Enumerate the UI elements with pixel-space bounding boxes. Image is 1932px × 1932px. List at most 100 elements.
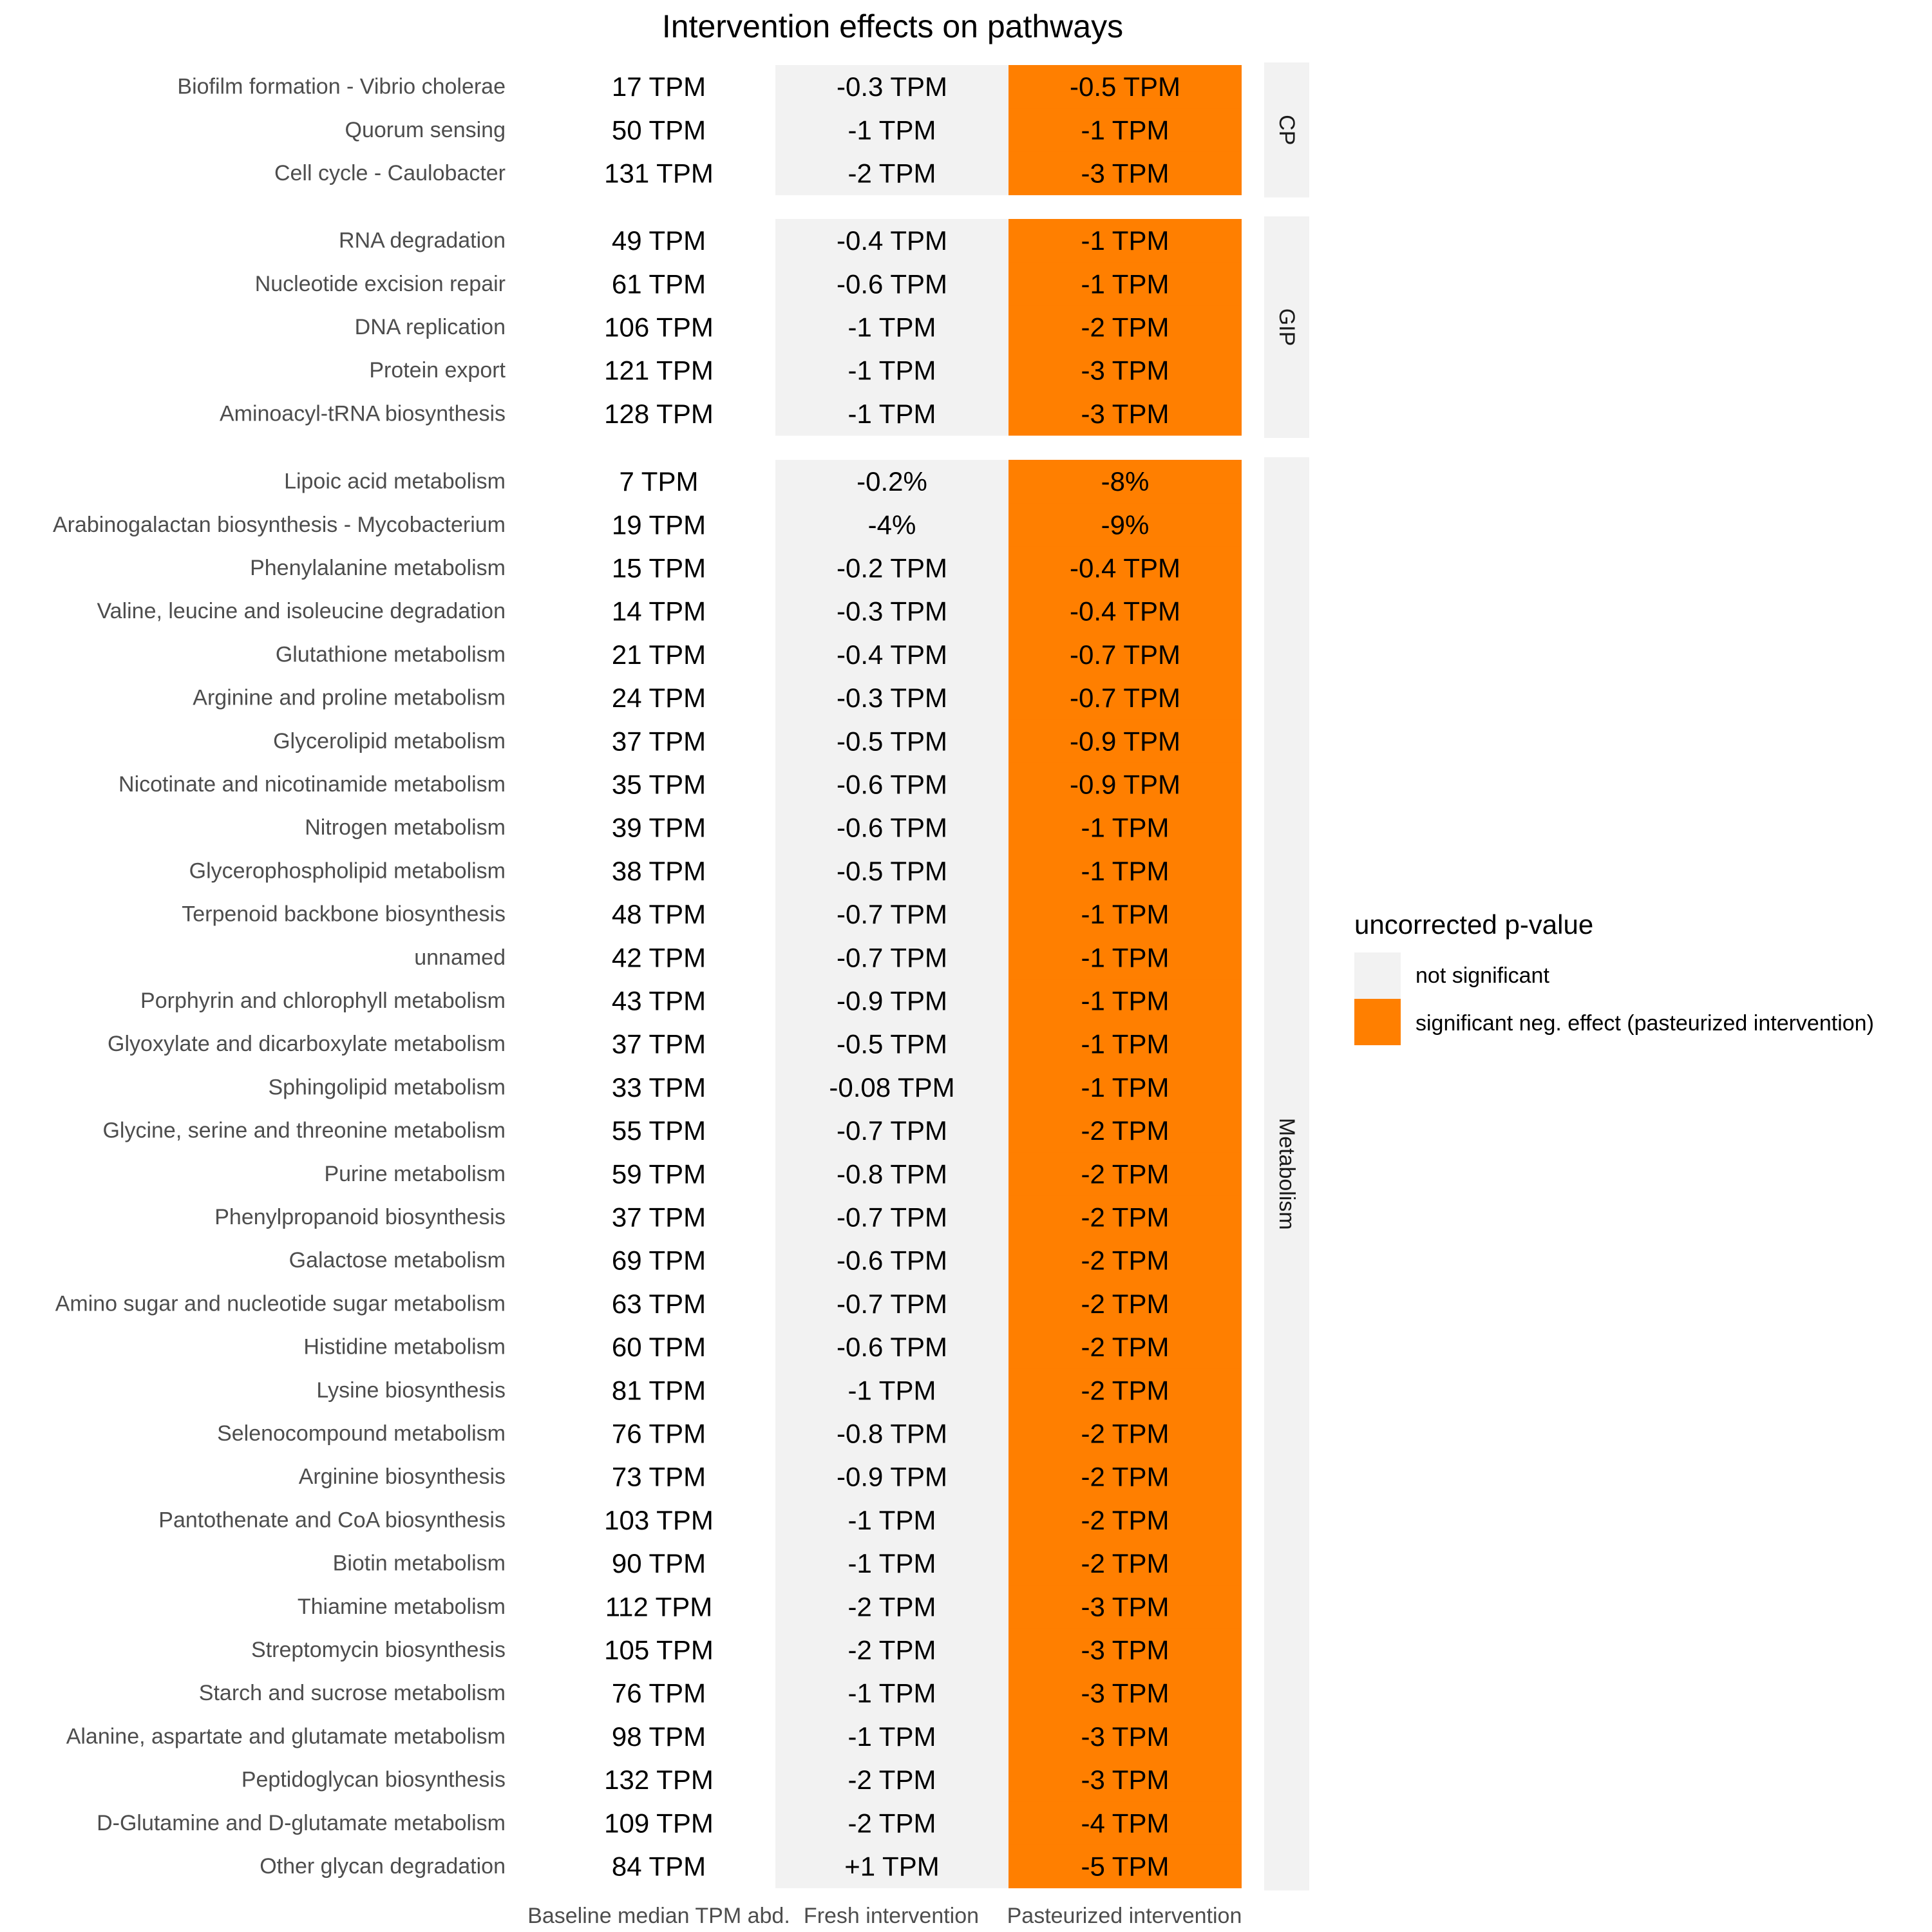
tile-pasteurized [1009, 979, 1242, 1023]
cell-fresh: -2 TPM [848, 1591, 936, 1622]
cell-pasteurized: -2 TPM [1081, 1419, 1170, 1449]
row-label: Streptomycin biosynthesis [251, 1638, 506, 1662]
row-label: Terpenoid backbone biosynthesis [182, 902, 506, 927]
row-label: Protein export [369, 358, 506, 383]
cell-baseline: 76 TPM [612, 1678, 706, 1709]
tile-fresh [775, 392, 1009, 436]
cell-fresh: -2 TPM [848, 1765, 936, 1795]
tile-pasteurized [1009, 1628, 1242, 1672]
tile-pasteurized [1009, 546, 1242, 591]
tile-pasteurized [1009, 676, 1242, 720]
row-label: Nucleotide excision repair [255, 272, 506, 296]
cell-baseline: 35 TPM [612, 770, 706, 800]
tile-fresh [775, 348, 1009, 393]
tile-fresh [775, 762, 1009, 807]
cell-baseline: 121 TPM [604, 355, 714, 386]
cell-pasteurized: -0.9 TPM [1070, 770, 1180, 800]
cell-baseline: 37 TPM [612, 1202, 706, 1233]
cell-baseline: 48 TPM [612, 899, 706, 929]
column-label-pasteurized: Pasteurized intervention [1007, 1904, 1242, 1928]
tile-fresh [775, 1412, 1009, 1456]
tile-fresh [775, 151, 1009, 196]
cell-pasteurized: -3 TPM [1081, 355, 1170, 386]
cell-fresh: -0.2% [857, 466, 927, 497]
cell-fresh: -0.6 TPM [837, 269, 947, 299]
tile-pasteurized [1009, 849, 1242, 893]
cell-baseline: 50 TPM [612, 115, 706, 145]
tile-pasteurized [1009, 1671, 1242, 1716]
cell-pasteurized: -1 TPM [1081, 899, 1170, 929]
cell-baseline: 33 TPM [612, 1072, 706, 1103]
tile-fresh [775, 1542, 1009, 1586]
column-label-baseline: Baseline median TPM abd. [527, 1904, 790, 1928]
cell-pasteurized: -2 TPM [1081, 1332, 1170, 1362]
cell-fresh: -0.5 TPM [837, 856, 947, 886]
cell-baseline: 61 TPM [612, 269, 706, 299]
tile-pasteurized [1009, 305, 1242, 350]
tile-pasteurized [1009, 460, 1242, 504]
row-label: Nitrogen metabolism [305, 815, 506, 840]
tile-fresh [775, 1455, 1009, 1499]
tile-fresh [775, 262, 1009, 306]
row-label: Phenylpropanoid biosynthesis [214, 1205, 506, 1229]
facet-strip-cp [1264, 62, 1309, 198]
cell-baseline: 55 TPM [612, 1115, 706, 1146]
tile-pasteurized [1009, 936, 1242, 980]
tile-fresh [775, 1585, 1009, 1629]
tile-pasteurized [1009, 1325, 1242, 1369]
chart-title: Intervention effects on pathways [662, 8, 1123, 44]
tile-fresh [775, 719, 1009, 763]
tile-pasteurized [1009, 348, 1242, 393]
legend-title: uncorrected p-value [1354, 909, 1593, 940]
cell-baseline: 81 TPM [612, 1375, 706, 1405]
cell-fresh: +1 TPM [844, 1852, 939, 1882]
cell-pasteurized: -3 TPM [1081, 1591, 1170, 1622]
cell-pasteurized: -0.7 TPM [1070, 683, 1180, 713]
cell-pasteurized: -3 TPM [1081, 1721, 1170, 1752]
cell-baseline: 21 TPM [612, 639, 706, 670]
cell-baseline: 132 TPM [604, 1765, 714, 1795]
cell-fresh: -0.6 TPM [837, 770, 947, 800]
cell-fresh: -0.6 TPM [837, 1245, 947, 1276]
row-label: unnamed [414, 945, 506, 970]
tile-fresh [775, 979, 1009, 1023]
cell-pasteurized: -1 TPM [1081, 986, 1170, 1016]
cell-pasteurized: -1 TPM [1081, 1072, 1170, 1103]
cell-pasteurized: -3 TPM [1081, 1635, 1170, 1665]
cell-baseline: 103 TPM [604, 1505, 714, 1535]
cell-fresh: -1 TPM [848, 1548, 936, 1578]
cell-pasteurized: -0.9 TPM [1070, 726, 1180, 756]
cell-pasteurized: -1 TPM [1081, 225, 1170, 256]
cell-fresh: -2 TPM [848, 1808, 936, 1838]
tile-pasteurized [1009, 1282, 1242, 1326]
tile-pasteurized [1009, 1585, 1242, 1629]
tile-fresh [775, 936, 1009, 980]
tile-fresh [775, 1628, 1009, 1672]
tile-pasteurized [1009, 806, 1242, 850]
row-label: Arabinogalactan biosynthesis - Mycobacte… [53, 513, 506, 537]
cell-baseline: 39 TPM [612, 813, 706, 843]
cell-baseline: 106 TPM [604, 312, 714, 343]
cell-baseline: 49 TPM [612, 225, 706, 256]
cell-baseline: 42 TPM [612, 942, 706, 972]
cell-pasteurized: -1 TPM [1081, 942, 1170, 972]
tile-fresh [775, 219, 1009, 263]
cell-fresh: -1 TPM [848, 1505, 936, 1535]
tile-fresh [775, 1109, 1009, 1153]
cell-pasteurized: -2 TPM [1081, 1202, 1170, 1233]
facet-strip-gip [1264, 216, 1309, 438]
row-label: RNA degradation [339, 229, 506, 253]
cell-fresh: -0.4 TPM [837, 639, 947, 670]
row-label: Glutathione metabolism [276, 642, 506, 667]
cell-pasteurized: -4 TPM [1081, 1808, 1170, 1838]
cell-fresh: -0.8 TPM [837, 1159, 947, 1189]
cell-pasteurized: -3 TPM [1081, 1765, 1170, 1795]
row-label: Thiamine metabolism [298, 1595, 506, 1619]
cell-baseline: 60 TPM [612, 1332, 706, 1362]
cell-baseline: 128 TPM [604, 399, 714, 429]
row-label: Arginine and proline metabolism [193, 686, 506, 710]
cell-baseline: 73 TPM [612, 1462, 706, 1492]
legend-key-significant-neg [1354, 999, 1401, 1045]
row-label: Histidine metabolism [303, 1335, 506, 1359]
tile-pasteurized [1009, 219, 1242, 263]
